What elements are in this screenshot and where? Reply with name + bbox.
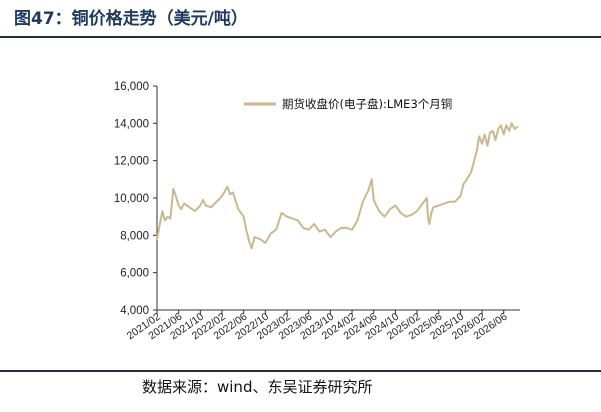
data-source: 数据来源：wind、东吴证券研究所 bbox=[142, 378, 373, 396]
title-rule bbox=[0, 36, 601, 38]
legend-label: 期货收盘价(电子盘):LME3个月铜 bbox=[282, 97, 452, 111]
chart-legend: 期货收盘价(电子盘):LME3个月铜 bbox=[244, 97, 452, 111]
series-layer bbox=[156, 122, 519, 250]
chart-axes bbox=[156, 86, 520, 311]
series-line-copper bbox=[156, 122, 519, 250]
source-rule bbox=[0, 370, 601, 372]
y-tick-label: 8,000 bbox=[120, 230, 149, 242]
y-axis-ticks: 4,000 6,000 8,000 10,000 12,000 14,000 16,000 bbox=[114, 81, 157, 317]
y-tick-label: 12,000 bbox=[114, 156, 149, 168]
figure-title: 图47：铜价格走势（美元/吨） bbox=[14, 9, 248, 29]
x-axis-ticks: 2021/022021/062021/102022/022022/062022/… bbox=[125, 310, 510, 342]
y-tick-label: 4,000 bbox=[120, 305, 149, 317]
y-tick-label: 14,000 bbox=[114, 118, 149, 130]
y-tick-label: 10,000 bbox=[114, 193, 149, 205]
y-tick-label: 6,000 bbox=[120, 268, 149, 280]
copper-price-chart: 4,0006,0008,00010,00012,00014,00016,000 … bbox=[114, 81, 520, 342]
y-tick-label: 16,000 bbox=[114, 81, 149, 93]
